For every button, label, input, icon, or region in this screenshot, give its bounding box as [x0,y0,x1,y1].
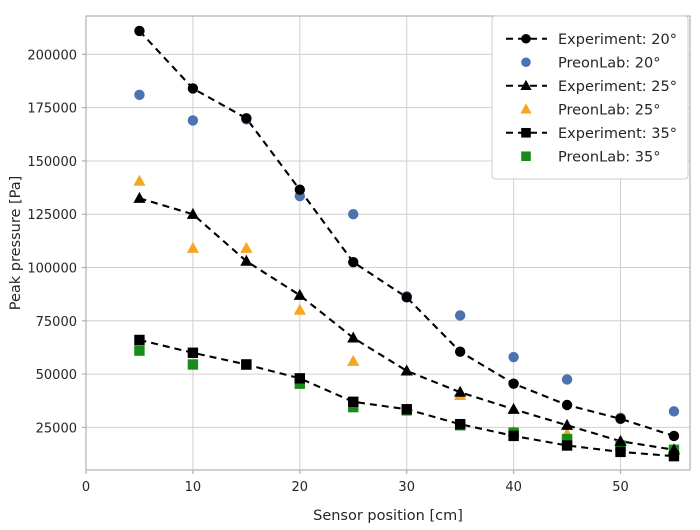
y-tick-label: 75000 [36,315,77,330]
data-point-circle [241,113,252,124]
data-point-circle [401,292,412,303]
data-point-triangle [347,354,360,366]
x-tick-label: 50 [612,480,629,495]
data-point-square [187,359,199,370]
data-point-circle [187,83,199,94]
data-point-triangle [240,254,253,266]
y-tick-label: 125000 [27,208,77,223]
legend-label: Experiment: 25° [558,79,677,95]
data-point-square [348,401,359,413]
y-axis-ticks: 25000 50000 75000 100000 125000 150000 175000 2… [27,48,86,436]
data-point-circle [348,256,359,268]
y-tick-label: 175000 [27,102,77,117]
legend-label: PreonLab: 35° [558,149,660,165]
data-point-circle [348,209,359,220]
axis-frame [85,15,691,471]
legend-label: Experiment: 35° [558,126,677,142]
data-point-circle [454,346,466,357]
data-point-circle [668,406,680,417]
data-point-triangle [507,402,520,414]
data-point-circle [508,378,519,389]
data-point-triangle [347,331,360,343]
data-point-triangle [614,434,627,446]
data-point-triangle [186,241,199,253]
data-point-circle [668,430,680,442]
data-point-circle [134,25,145,37]
y-tick-label: 25000 [36,421,77,436]
legend-item[interactable]: PreonLab: 35° [521,149,660,165]
data-series-group [133,25,681,462]
legend-label: PreonLab: 20° [558,55,660,71]
data-point-circle [187,115,199,126]
series-3 [139,197,675,451]
legend-item[interactable]: PreonLab: 25° [520,102,660,118]
data-point-circle [521,57,531,68]
legend: Experiment: 20° PreonLab: 20° Experiment: … [491,15,689,180]
data-point-triangle [293,288,306,300]
data-point-circle [508,351,519,363]
series-markers-1 [134,25,680,442]
data-point-triangle [133,191,146,203]
x-axis-title: Sensor position [cm] [313,508,463,524]
data-point-square [454,418,466,430]
data-point-square [241,359,252,370]
data-point-square [187,347,199,358]
x-tick-label: 0 [82,480,90,495]
data-point-square [348,396,359,407]
legend-label: Experiment: 20° [558,32,677,48]
data-point-square [561,433,573,445]
data-point-circle [561,399,573,411]
data-point-square [521,151,531,162]
legend-item[interactable]: Experiment: 25° [506,79,677,95]
y-tick-label: 50000 [36,368,77,383]
legend-item[interactable]: Experiment: 35° [506,126,677,142]
legend-item[interactable]: Experiment: 20° [506,32,677,48]
data-point-circle [134,89,145,101]
data-point-circle [521,33,531,44]
y-axis-title: Peak pressure [Pa] [8,176,24,311]
plot-border [85,15,691,471]
data-point-square [294,373,306,384]
data-point-square [521,127,531,138]
legend-label: PreonLab: 25° [558,102,660,118]
data-point-square [615,446,626,458]
x-axis-ticks: 0 10 20 30 40 50 [82,470,629,495]
data-point-square [134,334,145,346]
x-tick-label: 20 [292,480,309,495]
data-point-circle [294,184,306,195]
data-point-square [668,450,680,462]
data-point-square [134,345,145,356]
data-point-triangle [560,418,574,430]
series-markers-5 [134,334,680,462]
data-point-triangle [293,303,306,315]
x-tick-label: 30 [398,480,415,495]
x-tick-label: 40 [505,480,522,495]
data-point-triangle [454,385,467,397]
data-point-triangle [520,103,532,114]
data-point-square [561,440,573,451]
data-point-square [508,430,519,442]
y-tick-label: 100000 [27,262,77,277]
y-tick-label: 200000 [27,48,77,63]
data-point-triangle [400,364,413,376]
x-tick-label: 10 [185,480,202,495]
data-point-circle [615,413,626,425]
legend-item[interactable]: PreonLab: 20° [521,55,660,71]
data-point-circle [454,310,466,321]
data-point-square [294,378,306,389]
data-point-circle [561,374,573,385]
data-point-triangle [520,79,532,90]
legend-box [491,15,689,180]
data-point-triangle [186,207,199,219]
series-line [139,197,675,451]
data-point-square [401,404,412,415]
y-tick-label: 150000 [27,155,77,170]
data-point-triangle [240,241,253,253]
data-point-triangle [133,174,146,186]
